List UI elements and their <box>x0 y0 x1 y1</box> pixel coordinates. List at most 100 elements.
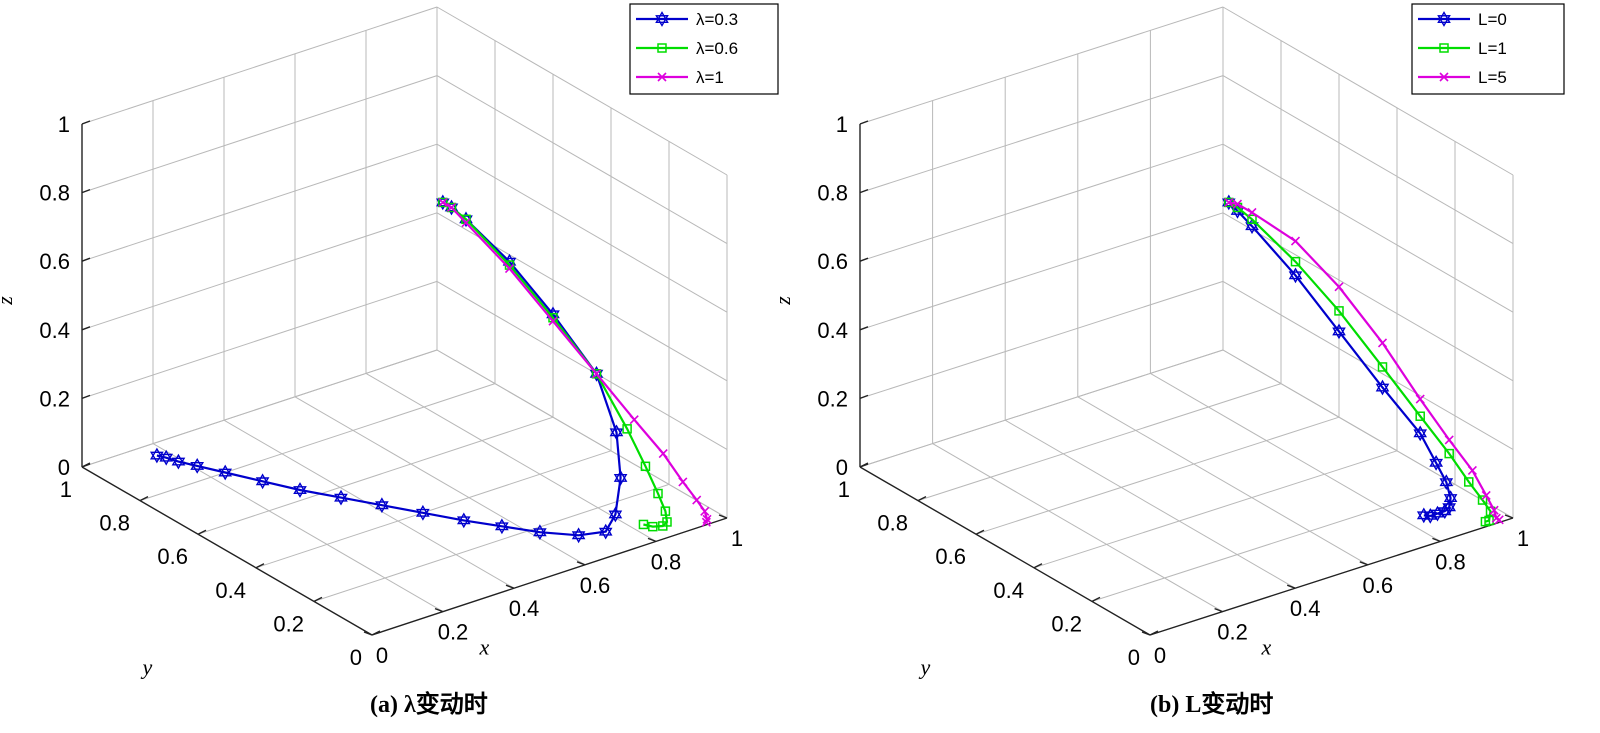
floor-gridline-y <box>294 396 586 566</box>
z-tick <box>859 326 869 331</box>
y-tick <box>859 462 869 468</box>
series-2-point <box>1224 197 1234 208</box>
x-tick-label: 1 <box>1517 526 1529 551</box>
series-1-point <box>1377 362 1388 372</box>
x-tick <box>505 584 515 589</box>
wall-yz-gridline-z <box>81 6 438 125</box>
series-0-point <box>190 457 205 474</box>
wall-yz-gridline-z <box>81 349 438 468</box>
series-1-point <box>1477 495 1488 505</box>
y-tick <box>313 596 323 603</box>
x-axis <box>859 466 1151 636</box>
series-0-point <box>571 527 586 544</box>
series-1-point <box>1290 256 1301 267</box>
z-tick <box>81 326 91 331</box>
x-tick-label: 0.8 <box>1435 549 1466 574</box>
series-0-point <box>456 512 471 529</box>
series-2-point <box>1334 282 1344 292</box>
legend-marker-2 <box>1439 72 1449 82</box>
series-1-point <box>653 488 663 499</box>
z-axis-label: z <box>770 296 795 306</box>
y-tick-label: 0.6 <box>935 544 966 569</box>
z-tick-label: 0.2 <box>39 386 70 411</box>
x-tick-label: 0.6 <box>580 573 611 598</box>
wall-xz-gridline-z <box>436 349 728 519</box>
series-2-point <box>658 449 668 459</box>
series-2-point <box>692 495 702 505</box>
series-line-2 <box>1228 201 1500 521</box>
floor-gridline-x <box>197 416 554 535</box>
series-2-point <box>1494 515 1504 525</box>
legend-entry-2: λ=1 <box>696 68 724 87</box>
floor-gridline-x <box>139 383 496 502</box>
series-2-point <box>1232 199 1243 209</box>
x-tick <box>1141 631 1151 636</box>
floor-gridline-x <box>917 383 1282 502</box>
series-2-point <box>1290 236 1301 246</box>
y-tick-label: 0.2 <box>273 611 304 636</box>
y-axis <box>371 517 728 636</box>
series-2-point <box>702 514 712 524</box>
series-0-point <box>1375 379 1390 396</box>
wall-xz-gridline-z <box>1222 349 1514 519</box>
floor-gridline-y <box>152 443 444 613</box>
wall-xz-gridline-z <box>436 280 728 450</box>
series-1-point <box>1480 516 1491 527</box>
x-tick <box>434 607 444 613</box>
wall-yz-gridline-z <box>859 75 1224 194</box>
z-tick <box>859 188 869 194</box>
y-tick-label: 0.8 <box>99 511 130 536</box>
panel-b: 00.20.40.60.8100.20.40.60.8100.20.40.60.… <box>770 3 1565 718</box>
y-axis-label: y <box>919 655 931 680</box>
x-tick-label: 0.6 <box>1363 573 1394 598</box>
legend-marker-0 <box>655 11 669 27</box>
x-tick-label: 0.2 <box>438 620 469 645</box>
series-1-point <box>648 521 658 532</box>
series-1-point <box>1444 448 1454 459</box>
legend-marker-1 <box>1439 43 1449 53</box>
x-axis <box>81 466 373 636</box>
series-2-point <box>446 202 457 213</box>
series-1-point <box>591 369 602 379</box>
series-0-point <box>415 504 430 521</box>
y-tick-label: 0.2 <box>1051 611 1082 636</box>
x-tick <box>1504 514 1514 519</box>
z-tick-label: 0.6 <box>39 249 70 274</box>
wall-xz-gridline-z <box>436 75 728 245</box>
floor-gridline-y <box>932 443 1223 613</box>
series-1-point <box>1334 306 1344 316</box>
series-0-point <box>608 506 623 523</box>
legend: L=0 L=1 L=5 <box>1411 3 1565 95</box>
floor-gridline-y <box>365 372 657 542</box>
series-0-point <box>218 464 233 481</box>
floor-gridline-x <box>1033 450 1398 569</box>
series-2-point <box>548 316 558 326</box>
series-0-point <box>494 518 509 535</box>
series-0-point <box>609 424 624 441</box>
z-tick-label: 0.2 <box>817 386 848 411</box>
floor-gridline-x <box>1091 483 1456 602</box>
series-2-point <box>438 197 448 208</box>
wall-xz-gridline-z <box>1222 212 1514 382</box>
floor-gridline-y <box>1150 372 1441 542</box>
series-2-point <box>678 477 688 487</box>
wall-xz-gridline-z <box>1222 6 1514 176</box>
legend-entry-1: L=1 <box>1478 39 1507 58</box>
x-tick-label: 0 <box>376 643 388 668</box>
x-tick <box>1432 537 1441 543</box>
series-0-point <box>598 523 613 540</box>
series-0-point <box>613 469 628 486</box>
y-tick <box>1091 596 1101 603</box>
x-tick <box>576 561 586 566</box>
y-tick <box>917 495 927 502</box>
y-tick <box>197 529 207 535</box>
y-tick <box>1033 563 1043 569</box>
x-tick <box>1359 561 1369 566</box>
legend-entry-1: λ=0.6 <box>696 39 738 58</box>
z-axis-label: z <box>0 296 17 306</box>
x-tick-label: 0.8 <box>651 549 682 574</box>
legend-entry-0: L=0 <box>1478 10 1507 29</box>
series-1-point <box>446 202 457 213</box>
floor-gridline-x <box>975 416 1340 535</box>
